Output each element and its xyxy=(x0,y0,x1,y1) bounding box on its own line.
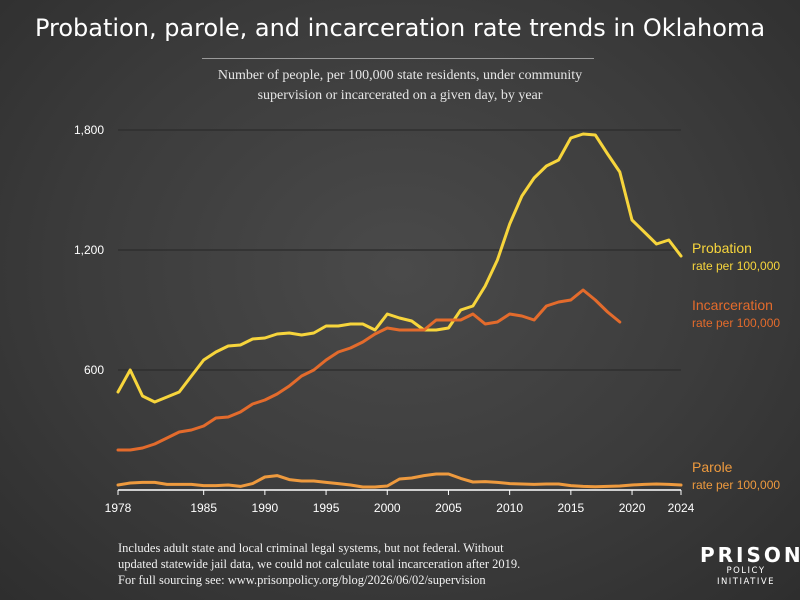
footnote-line-2: updated statewide jail data, we could no… xyxy=(118,557,521,571)
series-line-incarceration xyxy=(116,288,622,452)
series-label-probation: Probation xyxy=(692,240,752,256)
series-sublabel-incarceration: rate per 100,000 xyxy=(692,316,780,330)
series-label-parole: Parole xyxy=(692,459,733,475)
subtitle-line-1: Number of people, per 100,000 state resi… xyxy=(217,68,583,83)
footnote-line-3: For full sourcing see: www.prisonpolicy.… xyxy=(118,573,486,587)
chart-subtitle: Number of people, per 100,000 state resi… xyxy=(180,66,620,106)
x-tick-label: 2000 xyxy=(374,501,401,515)
x-tick-label: 2015 xyxy=(557,501,584,515)
x-tick-label: 2020 xyxy=(619,501,646,515)
series-line-parole xyxy=(116,472,683,489)
series-line-probation xyxy=(116,132,683,404)
y-tick-label: 1,800 xyxy=(74,123,104,137)
x-tick-label: 1995 xyxy=(313,501,340,515)
footnote: Includes adult state and local criminal … xyxy=(118,540,638,588)
series-sublabel-parole: rate per 100,000 xyxy=(692,478,780,492)
series-sublabel-probation: rate per 100,000 xyxy=(692,259,780,273)
logo-word: PRISON xyxy=(700,543,800,567)
x-tick-label: 2024 xyxy=(668,501,695,515)
x-tick-label: 1985 xyxy=(190,501,217,515)
logo-subtitle: POLICY INITIATIVE xyxy=(716,566,776,587)
x-tick-label: 2005 xyxy=(435,501,462,515)
y-tick-label: 1,200 xyxy=(74,243,104,257)
y-tick-label: 600 xyxy=(84,363,104,377)
footnote-line-1: Includes adult state and local criminal … xyxy=(118,541,504,555)
x-tick-label: 2010 xyxy=(496,501,523,515)
chart-title: Probation, parole, and incarceration rat… xyxy=(34,14,766,42)
series-label-incarceration: Incarceration xyxy=(692,297,773,313)
x-tick-label: 1978 xyxy=(105,501,132,515)
title-divider xyxy=(202,58,594,59)
prison-policy-logo: PRISON POLICY INITIATIVE xyxy=(700,543,800,588)
x-tick-label: 1990 xyxy=(252,501,279,515)
subtitle-line-2: supervision or incarcerated on a given d… xyxy=(257,88,543,103)
